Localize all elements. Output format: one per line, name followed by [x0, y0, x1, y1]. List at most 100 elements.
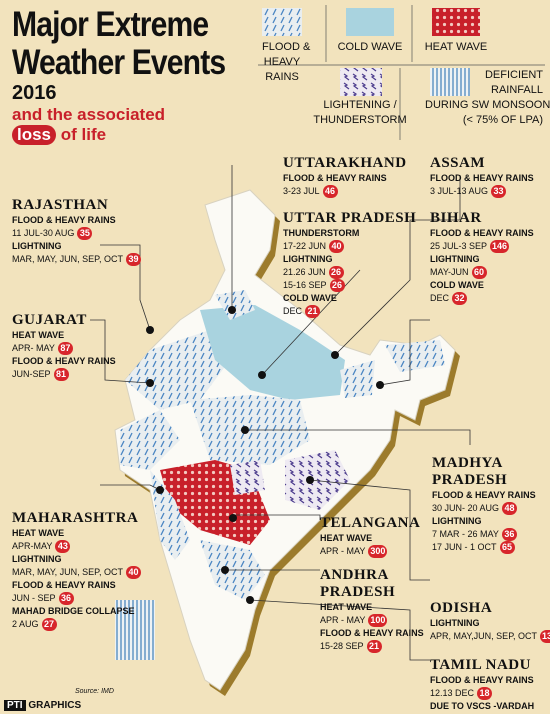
event-row: APR - MAY 300: [320, 545, 420, 558]
legend-item: LIGHTENING / THUNDERSTORM: [300, 98, 420, 128]
event-label: FLOOD & HEAVY RAINS: [12, 580, 116, 590]
death-count: 65: [499, 541, 515, 554]
death-count: 87: [57, 342, 73, 355]
event-date: 17 JUN - 1 OCT: [432, 542, 497, 552]
region-block: TELANGANA HEAT WAVE APR - MAY 300: [320, 515, 420, 558]
event-row: 2 AUG 27: [12, 618, 141, 631]
event-row: MAY-JUN 60: [430, 266, 534, 279]
title-line: Major Extreme: [12, 5, 209, 44]
subtitle-loss: loss of life: [12, 125, 260, 145]
region-block: ANDHRA PRADESH HEAT WAVE APR - MAY 100 FLOOD …: [320, 567, 424, 653]
graphics: GRAPHICS: [28, 700, 82, 711]
title-line: Weather Events: [12, 43, 226, 82]
region-name: ASSAM: [430, 155, 486, 171]
legend-item: DEFICIENT RAINFALL DURING SW MONSOON (< 75%…: [425, 68, 550, 128]
death-count: 40: [329, 240, 345, 253]
region-name: ODISHA: [430, 600, 493, 616]
death-count: 146: [490, 240, 510, 253]
region-name: PRADESH: [432, 472, 508, 488]
event-label: LIGHTNING: [283, 254, 333, 264]
death-count: 18: [477, 687, 493, 700]
event-row: DEC 32: [430, 292, 534, 305]
event-row: 12.13 DEC 18: [430, 687, 534, 700]
event-date: APR-MAY: [12, 541, 53, 551]
event-label: HEAT WAVE: [320, 533, 373, 543]
legend-line: (< 75% OF LPA): [462, 114, 543, 126]
event-label: LIGHTNING: [432, 516, 482, 526]
event-date: 12.13 DEC: [430, 688, 475, 698]
event-date: APR - MAY: [320, 615, 366, 625]
event-date: 30 JUN- 20 AUG: [432, 503, 500, 513]
event-label: LIGHTNING: [430, 254, 480, 264]
legend-line: THUNDERSTORM: [313, 114, 407, 126]
event-label: MAHAD BRIDGE COLLAPSE: [12, 606, 135, 616]
death-count: 46: [322, 185, 338, 198]
death-count: 300: [368, 545, 388, 558]
event-row: 15-28 SEP 21: [320, 640, 424, 653]
region-name: BIHAR: [430, 210, 482, 226]
death-count: 39: [126, 253, 142, 266]
death-count: 21: [366, 640, 382, 653]
death-count: 21: [305, 305, 321, 318]
legend-line: HEAT WAVE: [424, 41, 488, 53]
year: 2016: [12, 82, 57, 104]
death-count: 40: [126, 566, 142, 579]
region-name: UTTAR PRADESH: [283, 210, 417, 226]
death-count: 35: [77, 227, 93, 240]
credit: PTI GRAPHICS: [4, 700, 81, 711]
event-date: DEC: [283, 306, 303, 316]
subtitle: and the associated: [12, 105, 166, 124]
region-block: UTTAR PRADESH THUNDERSTORM 17-22 JUN 40 LIGH…: [283, 210, 416, 318]
of-life: of life: [60, 125, 107, 144]
death-count: 60: [471, 266, 487, 279]
event-row: APR-MAY 43: [12, 540, 141, 553]
region-block: RAJASTHAN FLOOD & HEAVY RAINS 11 JUL-30 AU…: [12, 197, 142, 266]
event-label: FLOOD & HEAVY RAINS: [320, 628, 424, 638]
death-count: 43: [55, 540, 71, 553]
legend-line: RAINS: [265, 71, 299, 83]
legend-line: FLOOD &: [262, 41, 311, 53]
event-row: 15-16 SEP 26: [283, 279, 416, 292]
event-date: 2 AUG: [12, 619, 39, 629]
event-label: LIGHTNING: [12, 554, 62, 564]
region-name: MADHYA: [432, 455, 503, 471]
event-date: APR, MAY,JUN, SEP, OCT: [430, 631, 538, 641]
event-label: COLD WAVE: [430, 280, 484, 290]
legend-line: HEAVY: [263, 56, 301, 68]
legend-item: FLOOD & HEAVY RAINS: [262, 40, 311, 85]
legend-line: DEFICIENT: [484, 69, 543, 81]
event-label: HEAT WAVE: [12, 528, 65, 538]
death-count: 27: [41, 618, 57, 631]
event-row: JUN-SEP 81: [12, 368, 116, 381]
event-date: APR- MAY: [12, 343, 55, 353]
event-label: FLOOD & HEAVY RAINS: [12, 215, 116, 225]
event-label: FLOOD & HEAVY RAINS: [430, 228, 534, 238]
event-row: 17-22 JUN 40: [283, 240, 416, 253]
legend-line: COLD WAVE: [337, 41, 403, 53]
event-row: MAR, MAY, JUN, SEP, OCT 40: [12, 566, 142, 579]
legend-line: DURING SW MONSOON: [425, 99, 550, 111]
region-block: BIHAR FLOOD & HEAVY RAINS 25 JUL-3 SEP 146 L…: [430, 210, 534, 305]
region-name: TAMIL NADU: [430, 657, 531, 673]
note: DUE TO VSCS -VARDAH: [430, 701, 535, 711]
event-label: COLD WAVE: [283, 293, 337, 303]
death-count: 26: [329, 279, 345, 292]
event-date: 15-16 SEP: [283, 280, 327, 290]
event-row: 21.26 JUN 26: [283, 266, 416, 279]
region-name: PRADESH: [320, 584, 396, 600]
event-row: 30 JUN- 20 AUG 48: [432, 502, 536, 515]
event-date: DEC: [430, 293, 450, 303]
death-count: 36: [501, 528, 517, 541]
event-date: 7 MAR - 26 MAY: [432, 529, 499, 539]
event-date: JUN-SEP: [12, 369, 51, 379]
event-row: JUN - SEP 36: [12, 592, 141, 605]
event-row: APR- MAY 87: [12, 342, 116, 355]
region-block: GUJARAT HEAT WAVE APR- MAY 87 FLOOD & HEAVY …: [12, 312, 116, 381]
death-count: 48: [502, 502, 518, 515]
loss-badge: loss: [12, 125, 57, 145]
region-name: MAHARASHTRA: [12, 510, 139, 526]
region-block: MADHYA PRADESH FLOOD & HEAVY RAINS 30 JUN- …: [432, 455, 536, 554]
event-row: 3-23 JUL 46: [283, 185, 407, 198]
legend-item: HEAT WAVE: [416, 40, 496, 55]
